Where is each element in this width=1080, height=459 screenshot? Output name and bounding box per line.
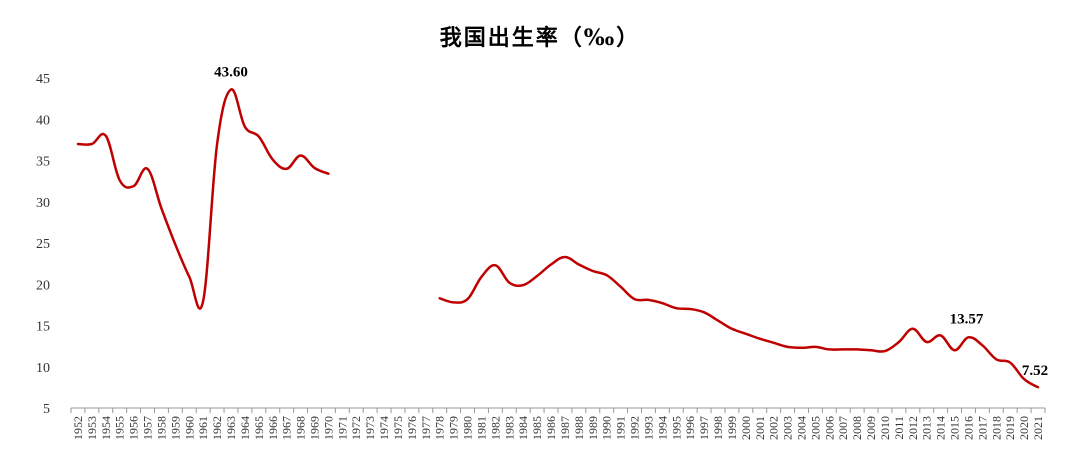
x-tick-label: 1960 bbox=[182, 416, 196, 440]
x-tick-label: 1954 bbox=[99, 416, 113, 440]
x-tick-label: 2014 bbox=[934, 416, 948, 440]
data-label: 43.60 bbox=[214, 65, 248, 81]
annotations-group: 43.60 13.57 7.52 bbox=[214, 65, 1048, 380]
x-tick-label: 1996 bbox=[683, 416, 697, 440]
x-tick-label: 1952 bbox=[71, 416, 85, 440]
x-tick-label: 1993 bbox=[641, 416, 655, 440]
x-tick-label: 2018 bbox=[989, 416, 1003, 440]
x-tick-label: 1986 bbox=[544, 416, 558, 440]
x-tick-label: 1962 bbox=[210, 416, 224, 440]
x-axis: 1952 1953 1954 1955 1956 1957 1958 1959 1960 1961… bbox=[70, 407, 1046, 440]
x-tick-label: 1973 bbox=[363, 416, 377, 440]
chart-title: 我国出生率（‰） bbox=[439, 25, 641, 51]
series-line bbox=[438, 255, 1040, 389]
x-tick-label: 2013 bbox=[920, 416, 934, 440]
x-tick-label: 2001 bbox=[753, 416, 767, 440]
data-label: 13.57 bbox=[950, 311, 984, 327]
x-tick-label: 1989 bbox=[586, 416, 600, 440]
x-tick-label: 1983 bbox=[502, 416, 516, 440]
x-tick-label: 1967 bbox=[280, 416, 294, 440]
y-tick-label: 10 bbox=[36, 361, 50, 376]
x-tick-label: 2016 bbox=[961, 416, 975, 440]
x-tick-label: 1953 bbox=[85, 416, 99, 440]
x-tick-label: 1975 bbox=[391, 416, 405, 440]
x-tick-label: 1966 bbox=[266, 416, 280, 440]
x-tick-label: 1970 bbox=[321, 416, 335, 440]
y-tick-label: 40 bbox=[36, 113, 50, 128]
x-tick-label: 1971 bbox=[335, 416, 349, 440]
x-tick-label: 1991 bbox=[614, 416, 628, 440]
x-tick-label: 1972 bbox=[349, 416, 363, 440]
data-label: 7.52 bbox=[1022, 363, 1048, 379]
y-axis: 5 10 15 20 25 30 35 40 45 bbox=[36, 72, 50, 417]
x-tick-label: 1969 bbox=[308, 416, 322, 440]
x-tick-label: 2012 bbox=[906, 416, 920, 440]
y-tick-label: 25 bbox=[36, 237, 50, 252]
series-line bbox=[76, 88, 330, 310]
x-tick-label: 2000 bbox=[739, 416, 753, 440]
x-tick-label: 1968 bbox=[294, 416, 308, 440]
y-tick-label: 20 bbox=[36, 278, 50, 293]
series-group bbox=[76, 88, 1040, 389]
x-tick-label: 1985 bbox=[530, 416, 544, 440]
x-tick-label: 1990 bbox=[600, 416, 614, 440]
y-tick-label: 15 bbox=[36, 320, 50, 335]
x-tick-label: 2015 bbox=[948, 416, 962, 440]
x-tick-label: 1956 bbox=[127, 416, 141, 440]
x-tick-label: 2002 bbox=[767, 416, 781, 440]
x-tick-label: 1998 bbox=[711, 416, 725, 440]
x-tick-label: 2004 bbox=[795, 416, 809, 440]
x-tick-label: 1981 bbox=[474, 416, 488, 440]
x-tick-label: 1974 bbox=[377, 416, 391, 440]
x-tick-label: 1999 bbox=[725, 416, 739, 440]
x-tick-label: 2007 bbox=[836, 416, 850, 440]
x-tick-label: 2010 bbox=[878, 416, 892, 440]
y-tick-label: 5 bbox=[43, 402, 50, 417]
x-tick-label: 1994 bbox=[655, 416, 669, 440]
y-tick-label: 45 bbox=[36, 72, 50, 87]
x-tick-label: 2003 bbox=[781, 416, 795, 440]
x-tick-label: 2005 bbox=[808, 416, 822, 440]
x-tick-label: 2021 bbox=[1031, 416, 1045, 440]
x-tick-label: 1987 bbox=[558, 416, 572, 440]
x-tick-label: 1976 bbox=[405, 416, 419, 440]
x-tick-label: 2009 bbox=[864, 416, 878, 440]
x-tick-label: 1961 bbox=[196, 416, 210, 440]
x-tick-label: 2020 bbox=[1017, 416, 1031, 440]
x-tick-label: 2008 bbox=[850, 416, 864, 440]
x-tick-label: 1997 bbox=[697, 416, 711, 440]
x-tick-label: 1980 bbox=[461, 416, 475, 440]
y-tick-label: 30 bbox=[36, 196, 50, 211]
x-tick-label: 1992 bbox=[628, 416, 642, 440]
x-tick-label: 2011 bbox=[892, 416, 906, 440]
y-tick-label: 35 bbox=[36, 155, 50, 170]
x-tick-label: 1995 bbox=[669, 416, 683, 440]
x-tick-label: 2006 bbox=[822, 416, 836, 440]
x-tick-label: 1965 bbox=[252, 416, 266, 440]
x-tick-label: 1964 bbox=[238, 416, 252, 440]
x-tick-label: 1963 bbox=[224, 416, 238, 440]
x-tick-label: 1982 bbox=[488, 416, 502, 440]
x-tick-label: 1977 bbox=[419, 416, 433, 440]
x-tick-label: 1984 bbox=[516, 416, 530, 440]
x-tick-label: 1979 bbox=[447, 416, 461, 440]
x-tick-label: 2019 bbox=[1003, 416, 1017, 440]
x-tick-label: 1959 bbox=[168, 416, 182, 440]
x-tick-label: 1978 bbox=[433, 416, 447, 440]
x-tick-label: 1955 bbox=[113, 416, 127, 440]
x-tick-label: 1988 bbox=[572, 416, 586, 440]
x-tick-label: 1957 bbox=[141, 416, 155, 440]
x-tick-label: 2017 bbox=[975, 416, 989, 440]
x-tick-label: 1958 bbox=[154, 416, 168, 440]
